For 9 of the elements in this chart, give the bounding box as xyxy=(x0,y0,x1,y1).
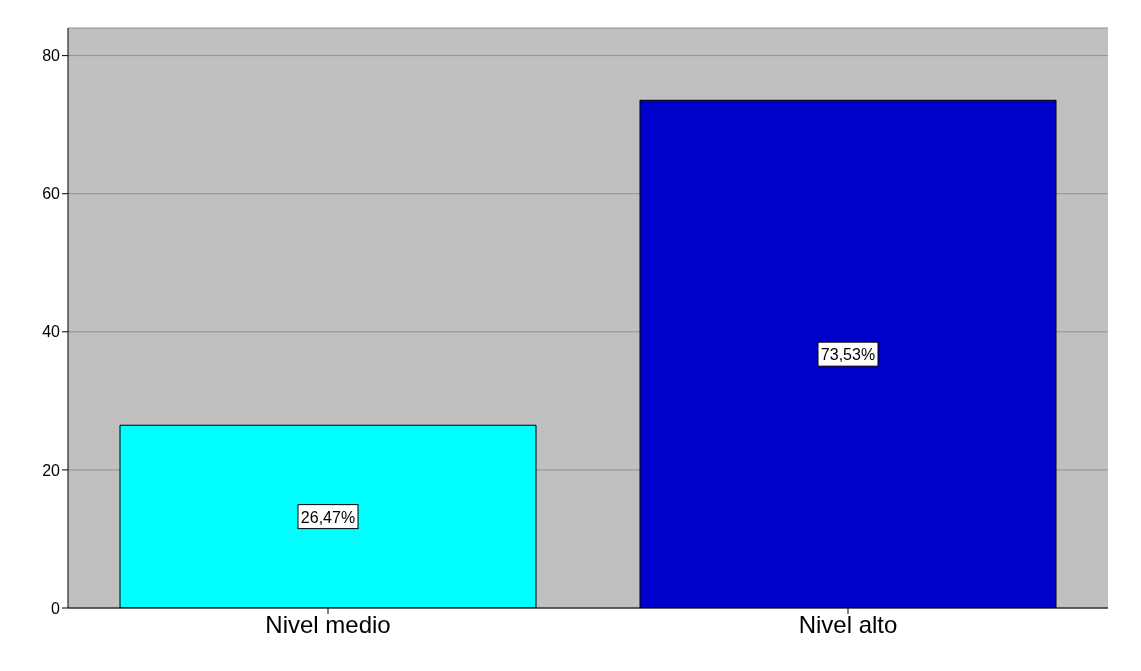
data-label: 73,53% xyxy=(820,346,876,364)
x-tick-label: Nivel alto xyxy=(798,611,898,639)
y-tick-label: 80 xyxy=(42,47,61,65)
y-tick-label: 40 xyxy=(42,323,61,341)
y-tick-label: 60 xyxy=(42,185,61,203)
data-label: 26,47% xyxy=(300,508,356,526)
y-tick-label: 20 xyxy=(42,461,61,479)
y-tick-label: 0 xyxy=(51,599,61,617)
x-tick-label: Nivel medio xyxy=(265,611,391,639)
